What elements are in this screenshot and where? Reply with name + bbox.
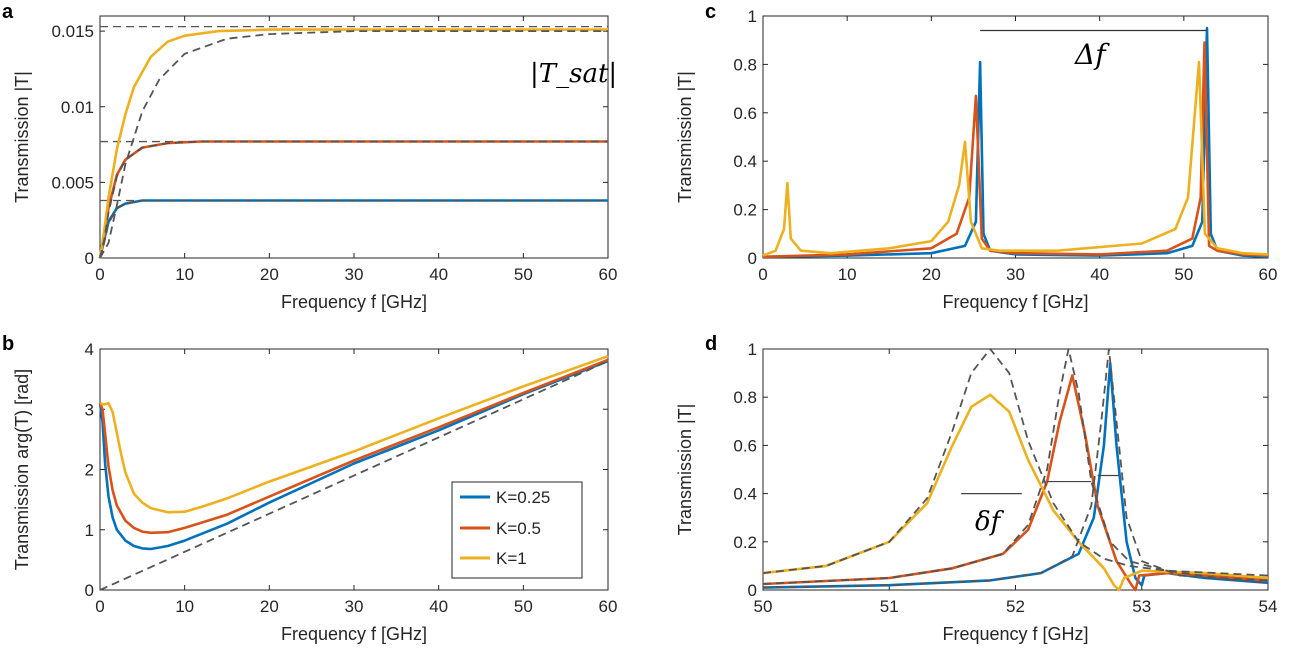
y-tick-label: 0 [85, 249, 94, 268]
reference-curve [99, 360, 609, 591]
panel-c: c 0 10 20 30 40 50 60 0 0.2 0.4 0.6 0.8 1 Frequency … [675, 1, 1277, 312]
x-tick-label: 0 [95, 265, 104, 284]
x-tick-label: 20 [260, 597, 279, 616]
x-axis-label-a: Frequency f [GHz] [281, 292, 427, 312]
legend-label-k05: K=0.5 [496, 519, 541, 538]
annotation-t-sat: |T_sat| [530, 59, 617, 89]
x-tick-label: 50 [754, 597, 773, 616]
panel-label-d: d [705, 333, 717, 355]
axes-box-a [99, 15, 609, 259]
legend-label-k025: K=0.25 [496, 488, 550, 507]
plot-area-b: 0 10 20 30 40 50 60 0 1 2 3 4 [85, 340, 618, 616]
panel-label-c: c [705, 1, 716, 23]
x-tick-label: 30 [345, 597, 364, 616]
panel-label-a: a [2, 1, 14, 23]
x-tick-label: 54 [1259, 597, 1278, 616]
series-line-k05 [762, 374, 1269, 592]
y-axis-label-c: Transmission |T| [675, 71, 695, 203]
reference-curve [762, 348, 1269, 589]
x-tick-label: 60 [599, 265, 618, 284]
x-tick-label: 50 [1174, 265, 1193, 284]
plot-area-a: 0 10 20 30 40 50 60 0 0.005 0.01 0.015 [51, 15, 618, 284]
x-tick-label: 0 [95, 597, 104, 616]
x-tick-label: 20 [922, 265, 941, 284]
y-tick-label: 3 [85, 400, 94, 419]
annotation-small-delta-f: δf [975, 507, 1005, 537]
y-tick-label: 1 [748, 7, 757, 26]
x-axis-label-c: Frequency f [GHz] [942, 292, 1088, 312]
y-tick-label: 2 [85, 461, 94, 480]
y-tick-label: 0.8 [733, 55, 757, 74]
reference-curve [99, 30, 608, 259]
series-line-k025 [98, 199, 608, 259]
annotation-delta-f: Δf [1074, 38, 1110, 71]
y-tick-label: 0.4 [733, 152, 757, 171]
y-tick-label: 0.4 [733, 485, 757, 504]
legend: K=0.25 K=0.5 K=1 [451, 481, 583, 579]
x-tick-label: 51 [880, 597, 899, 616]
axes-box-d [762, 348, 1269, 591]
x-axis-label-b: Frequency f [GHz] [281, 624, 427, 644]
series-line-k1 [98, 28, 608, 259]
x-tick-label: 30 [345, 265, 364, 284]
y-tick-label: 0.2 [733, 533, 757, 552]
y-tick-label: 4 [85, 340, 94, 359]
x-tick-label: 50 [514, 597, 533, 616]
x-tick-label: 60 [599, 597, 618, 616]
series-line-k1 [762, 393, 1269, 592]
y-tick-label: 1 [85, 521, 94, 540]
legend-label-k1: K=1 [496, 549, 527, 568]
panel-label-b: b [2, 333, 14, 355]
x-tick-label: 52 [1006, 597, 1025, 616]
x-tick-label: 10 [175, 265, 194, 284]
x-tick-label: 10 [838, 265, 857, 284]
y-tick-label: 1 [748, 340, 757, 359]
y-axis-label-d: Transmission |T| [675, 404, 695, 536]
y-tick-label: 0.6 [733, 104, 757, 123]
y-tick-label: 0.005 [51, 173, 94, 192]
plot-area-c: 0 10 20 30 40 50 60 0 0.2 0.4 0.6 0.8 1 [733, 7, 1277, 284]
series-line-k05 [98, 358, 609, 535]
y-tick-label: 0.015 [51, 22, 94, 41]
x-tick-label: 60 [1259, 265, 1278, 284]
plot-area-d: 50 51 52 53 54 0 0.2 0.4 0.6 0.8 1 [733, 340, 1277, 616]
x-tick-label: 53 [1132, 597, 1151, 616]
y-tick-label: 0.8 [733, 388, 757, 407]
x-tick-label: 10 [175, 597, 194, 616]
x-tick-label: 40 [429, 597, 448, 616]
x-tick-label: 30 [1006, 265, 1025, 284]
series-line-k05 [762, 41, 1269, 259]
panel-d: d 50 51 52 53 54 0 0.2 0.4 0.6 0.8 1 Frequency f [… [675, 333, 1277, 644]
x-tick-label: 40 [1090, 265, 1109, 284]
panel-a: a 0 10 20 30 40 50 60 0 0.005 0.01 0.015 Frequency… [2, 1, 617, 312]
series-line-k1 [762, 60, 1269, 257]
y-tick-label: 0.01 [61, 98, 94, 117]
reference-curve [762, 348, 1269, 585]
y-tick-label: 0.2 [733, 201, 757, 220]
reference-curve [762, 348, 1269, 577]
y-tick-label: 0 [85, 581, 94, 600]
y-tick-label: 0 [748, 581, 757, 600]
series-line-k025 [98, 359, 609, 551]
y-tick-label: 0.6 [733, 436, 757, 455]
reference-curve [99, 140, 608, 259]
x-axis-label-d: Frequency f [GHz] [942, 624, 1088, 644]
y-axis-label-b: Transmission arg(T) [rad] [12, 369, 32, 570]
x-tick-label: 50 [514, 265, 533, 284]
panel-b: b 0 10 20 30 40 50 60 0 1 2 3 4 Frequency f [GHz] T… [2, 333, 617, 644]
y-axis-label-a: Transmission |T| [12, 71, 32, 203]
series-line-k1 [99, 354, 609, 514]
y-tick-label: 0 [748, 249, 757, 268]
x-tick-label: 40 [429, 265, 448, 284]
reference-curve [99, 199, 608, 259]
x-tick-label: 0 [758, 265, 767, 284]
x-tick-label: 20 [260, 265, 279, 284]
